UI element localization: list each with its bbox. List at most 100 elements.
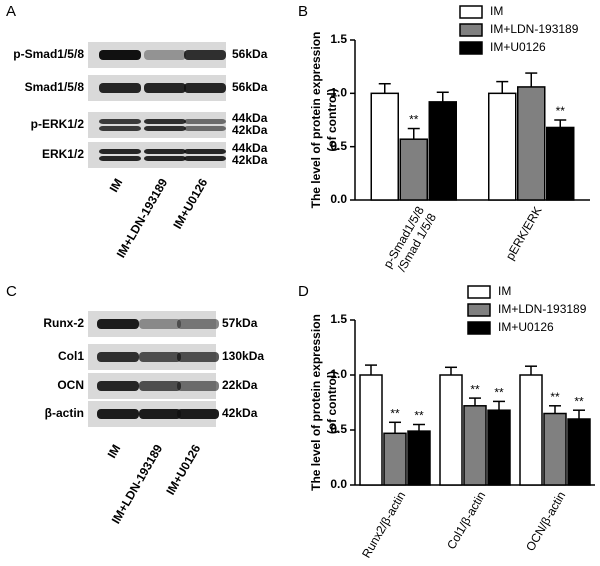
legend-label: IM (490, 4, 503, 18)
y-tick-label: 0.5 (330, 139, 347, 153)
panel-label: C (6, 283, 17, 300)
band (144, 156, 186, 161)
significance: ** (409, 113, 419, 127)
legend-label: IM+U0126 (490, 40, 546, 54)
legend-label: IM+LDN-193189 (490, 22, 579, 36)
size-label: 22kDa (222, 378, 258, 392)
size-label: 44kDa (232, 111, 268, 125)
lane-label: IM (105, 442, 124, 461)
y-tick-label: 0.0 (330, 477, 347, 491)
bar (546, 126, 575, 201)
blot-strip (88, 142, 226, 168)
y-axis-label: The level of protein expression (309, 314, 323, 491)
band (144, 83, 186, 93)
band (97, 352, 139, 362)
band (144, 119, 186, 124)
legend-swatch (467, 285, 491, 299)
band (144, 126, 186, 131)
legend-swatch (467, 303, 491, 317)
bar (407, 430, 431, 486)
band (184, 156, 226, 161)
x-tick-label: OCN/β-actin (523, 489, 568, 553)
y-axis-label: (of control) (325, 371, 339, 434)
bar (383, 432, 407, 486)
legend-label: IM (498, 284, 511, 298)
significance: ** (494, 386, 504, 400)
bar (428, 101, 457, 201)
legend-swatch (459, 5, 483, 19)
y-tick-label: 0.0 (330, 192, 347, 206)
legend-label: IM+U0126 (498, 320, 554, 334)
protein-label: p-Smad1/5/8 (13, 47, 84, 61)
bar (463, 405, 487, 486)
band (99, 126, 141, 131)
band (97, 381, 139, 391)
bar (370, 92, 399, 201)
lane-label: IM+U0126 (170, 176, 210, 232)
size-label: 56kDa (232, 47, 268, 61)
significance: ** (390, 406, 400, 420)
band (177, 409, 219, 419)
band (99, 83, 141, 93)
panel-label: D (298, 283, 309, 300)
band (144, 50, 186, 60)
lane-label: IM+U0126 (163, 442, 203, 498)
y-tick-label: 1.5 (330, 32, 347, 46)
protein-label: Col1 (58, 349, 84, 363)
significance: ** (556, 104, 566, 118)
legend-swatch (467, 321, 491, 335)
band (184, 149, 226, 154)
x-tick-label: Runx2/β-actin (359, 489, 408, 560)
bar (543, 412, 567, 486)
significance: ** (414, 409, 424, 423)
bar (359, 374, 383, 486)
y-tick-label: 1.0 (330, 86, 347, 100)
size-label: 42kDa (232, 153, 268, 167)
panel-label: B (298, 3, 308, 20)
blot-strip (88, 112, 226, 138)
band (99, 149, 141, 154)
lane-label: IM (107, 176, 126, 195)
protein-label: p-ERK1/2 (31, 117, 85, 131)
protein-label: β-actin (45, 406, 84, 420)
band (99, 156, 141, 161)
protein-label: OCN (57, 378, 84, 392)
bar (519, 374, 543, 486)
band (99, 119, 141, 124)
protein-label: Runx-2 (43, 316, 84, 330)
legend-label: IM+LDN-193189 (498, 302, 587, 316)
panel-label: A (6, 3, 16, 20)
band (177, 381, 219, 391)
bar (439, 374, 463, 486)
bar (399, 138, 428, 201)
y-axis-label: The level of protein expression (309, 32, 323, 209)
size-label: 57kDa (222, 316, 258, 330)
band (184, 83, 226, 93)
protein-label: Smad1/5/8 (25, 80, 85, 94)
size-label: 130kDa (222, 349, 264, 363)
bar (488, 92, 517, 201)
significance: ** (470, 382, 480, 396)
x-tick-label: p-Smad1/5/8/Smad 1/5/8 (381, 204, 440, 278)
band (184, 119, 226, 124)
y-tick-label: 0.5 (330, 422, 347, 436)
x-tick-label: pERK/ERK (503, 204, 545, 262)
significance: ** (574, 394, 584, 408)
y-tick-label: 1.0 (330, 367, 347, 381)
band (139, 352, 181, 362)
legend-swatch (459, 23, 483, 37)
bar (487, 409, 511, 486)
y-tick-label: 1.5 (330, 312, 347, 326)
band (184, 126, 226, 131)
bar (517, 86, 546, 201)
size-label: 44kDa (232, 141, 268, 155)
size-label: 42kDa (222, 406, 258, 420)
significance: ** (550, 390, 560, 404)
band (139, 319, 181, 329)
band (139, 409, 181, 419)
band (99, 50, 141, 60)
size-label: 56kDa (232, 80, 268, 94)
size-label: 42kDa (232, 123, 268, 137)
y-axis-label: (of control) (325, 88, 339, 151)
